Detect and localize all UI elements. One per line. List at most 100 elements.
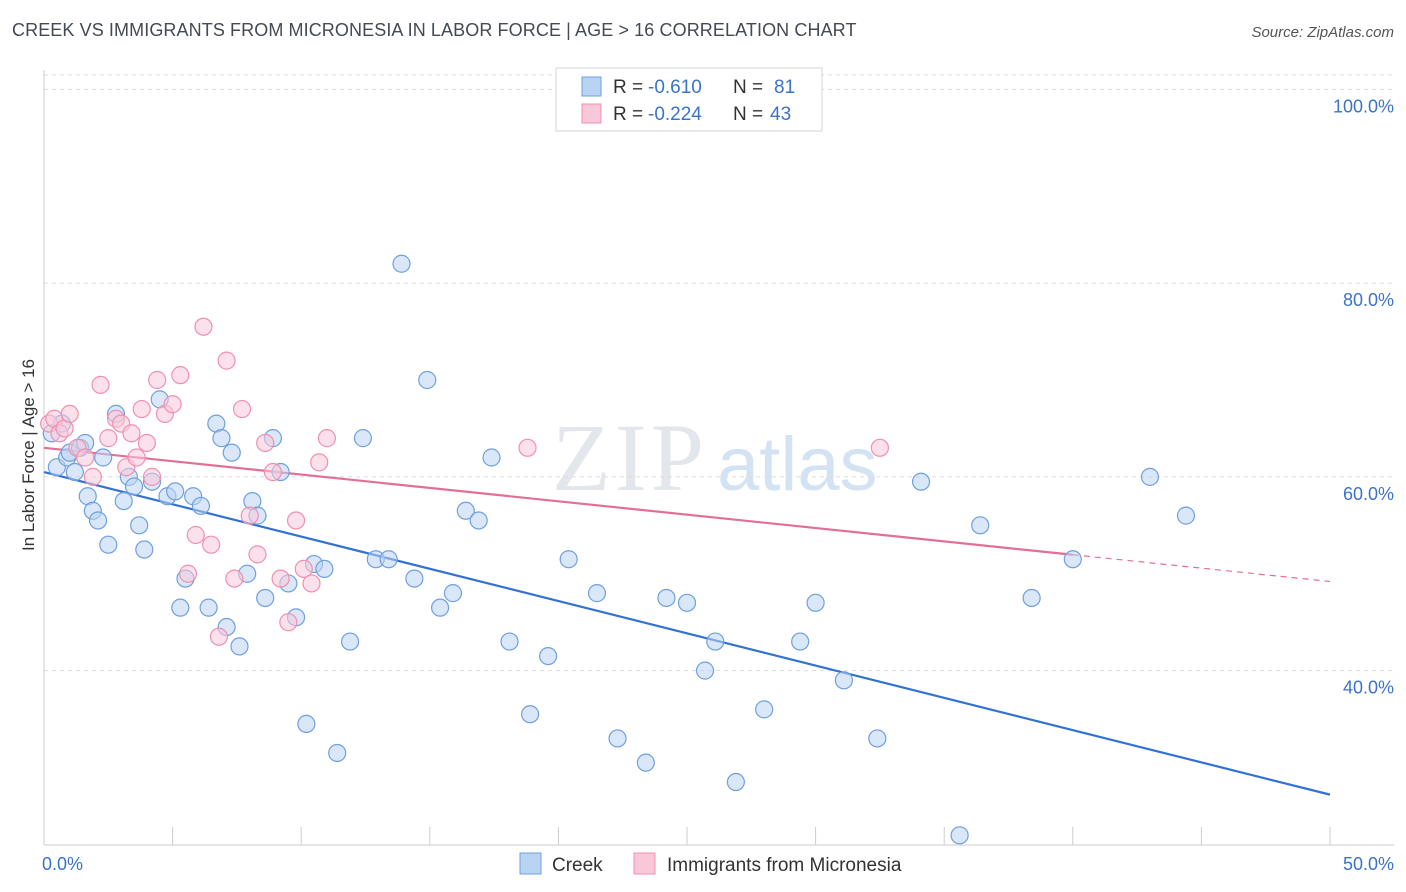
legend-r-value-micronesia: -0.224 — [648, 104, 702, 125]
point-series1-13 — [122, 424, 141, 443]
point-series0-50 — [405, 569, 424, 588]
point-series0-64 — [657, 588, 676, 608]
y-tick-label-0: 40.0% — [1343, 678, 1394, 698]
point-series0-23 — [171, 598, 190, 617]
legend-n-label-micronesia: N = — [733, 104, 763, 125]
point-series1-15 — [132, 399, 151, 419]
point-series0-80 — [1176, 506, 1196, 525]
trend-line-dashed-series1 — [1072, 554, 1331, 583]
point-series0-56 — [482, 448, 501, 467]
point-series0-55 — [469, 511, 488, 530]
point-series1-39 — [310, 453, 329, 472]
point-series1-17 — [142, 467, 162, 486]
point-series1-26 — [209, 627, 228, 646]
legend-r-value-creek: -0.610 — [648, 77, 702, 98]
point-series0-17 — [130, 516, 149, 535]
point-series0-48 — [379, 550, 398, 569]
point-series0-29 — [212, 429, 231, 448]
point-series0-5 — [65, 462, 84, 482]
point-series0-62 — [608, 729, 627, 748]
y-tick-label-2: 80.0% — [1343, 290, 1394, 310]
trend-line-series1 — [43, 446, 1073, 556]
point-series0-49 — [392, 254, 411, 273]
bottom-legend-label-micronesia: Immigrants from Micronesia — [667, 855, 902, 876]
point-series0-63 — [636, 753, 655, 772]
point-series1-6 — [76, 448, 95, 467]
point-series1-25 — [202, 535, 221, 554]
watermark-atlas: atlas — [717, 422, 878, 507]
point-series0-44 — [328, 743, 347, 763]
point-series1-7 — [83, 467, 102, 486]
y-tick-labels: 40.0% 60.0% 80.0% 100.0% — [1333, 96, 1394, 697]
point-series1-9 — [99, 429, 118, 448]
point-series0-16 — [124, 477, 144, 496]
point-series1-40 — [317, 429, 337, 448]
point-series0-57 — [500, 632, 519, 651]
watermark: ZIP atlas — [552, 404, 878, 511]
point-series0-61 — [587, 584, 607, 603]
point-series0-54 — [456, 501, 475, 520]
data-points — [40, 254, 1196, 845]
trend-line-series0 — [43, 470, 1331, 796]
point-series1-14 — [127, 448, 146, 467]
point-series1-42 — [870, 438, 890, 457]
point-series1-33 — [263, 462, 283, 482]
chart-title: CREEK VS IMMIGRANTS FROM MICRONESIA IN L… — [12, 20, 857, 40]
point-series0-58 — [521, 705, 540, 724]
point-series0-22 — [166, 482, 185, 501]
watermark-zip: ZIP — [552, 404, 708, 511]
point-series0-66 — [695, 661, 715, 680]
x-tick-label-max: 50.0% — [1343, 854, 1394, 874]
point-series0-14 — [114, 491, 133, 511]
bottom-legend-swatch-creek — [519, 852, 542, 875]
point-series1-4 — [60, 404, 79, 424]
point-series0-71 — [806, 593, 825, 612]
y-tick-label-1: 60.0% — [1343, 484, 1394, 504]
point-series0-73 — [868, 729, 887, 748]
point-series1-30 — [240, 506, 259, 525]
point-series0-31 — [222, 443, 241, 462]
legend-swatch-micronesia — [581, 103, 602, 124]
point-series0-79 — [1140, 467, 1160, 486]
point-series0-59 — [539, 646, 558, 666]
point-series0-36 — [256, 588, 275, 608]
point-series0-70 — [791, 632, 810, 651]
point-series1-21 — [171, 366, 190, 385]
point-series0-53 — [443, 584, 463, 603]
y-tick-label-3: 100.0% — [1333, 96, 1394, 116]
point-series1-28 — [225, 569, 244, 588]
point-series0-45 — [340, 632, 360, 651]
point-series0-69 — [755, 700, 774, 719]
point-series0-46 — [353, 429, 373, 448]
point-series1-8 — [91, 375, 110, 394]
point-series1-23 — [186, 525, 205, 545]
legend-n-value-creek: 81 — [774, 77, 795, 98]
point-series1-41 — [518, 438, 537, 457]
point-series0-32 — [230, 637, 249, 656]
point-series0-60 — [559, 550, 578, 569]
point-series1-32 — [256, 433, 275, 453]
point-series0-77 — [1022, 588, 1041, 608]
point-series0-41 — [297, 714, 316, 734]
legend: R = -0.610 N = 81 R = -0.224 N = 43 — [555, 67, 823, 132]
bottom-legend-swatch-micronesia — [633, 852, 656, 875]
point-series1-29 — [232, 399, 252, 419]
legend-n-label-creek: N = — [733, 77, 763, 98]
point-series0-26 — [191, 496, 210, 516]
x-tick-label-min: 0.0% — [42, 854, 83, 874]
point-series1-27 — [217, 351, 236, 370]
point-series0-11 — [94, 448, 113, 467]
point-series0-65 — [677, 593, 697, 612]
point-series0-67 — [706, 632, 725, 651]
trend-lines — [43, 446, 1331, 796]
point-series0-75 — [950, 826, 969, 845]
point-series1-22 — [178, 564, 198, 583]
bottom-legend-label-creek: Creek — [552, 855, 603, 876]
point-series0-78 — [1063, 550, 1082, 569]
point-series1-34 — [271, 569, 290, 588]
point-series1-16 — [137, 433, 156, 453]
point-series0-68 — [726, 772, 745, 792]
point-series0-72 — [834, 671, 853, 690]
point-series0-76 — [971, 516, 990, 535]
